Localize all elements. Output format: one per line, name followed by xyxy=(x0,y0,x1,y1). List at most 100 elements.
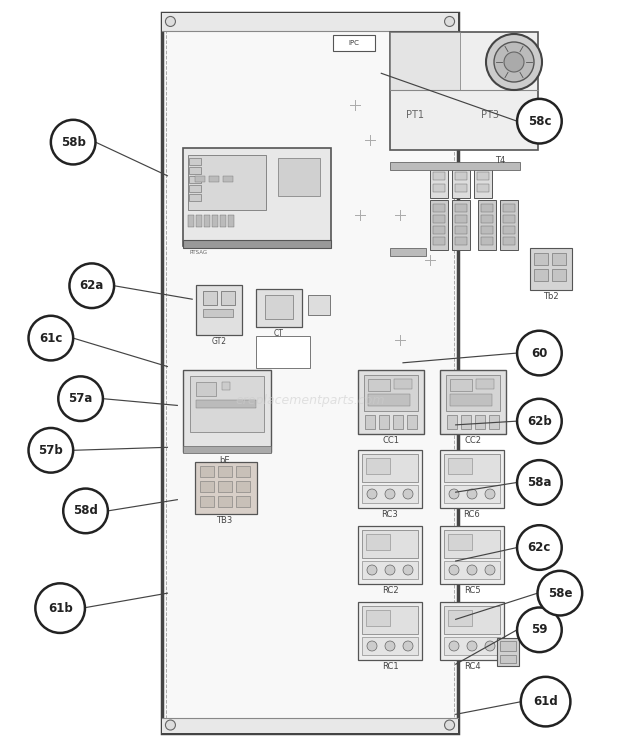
Bar xyxy=(474,168,492,198)
Bar xyxy=(444,637,500,655)
Bar xyxy=(393,415,403,429)
Bar xyxy=(256,336,310,368)
Bar xyxy=(209,176,219,182)
Text: Tb2: Tb2 xyxy=(543,292,559,301)
Bar xyxy=(183,446,271,453)
Bar xyxy=(223,176,233,182)
Bar xyxy=(189,185,201,192)
Text: 62a: 62a xyxy=(79,279,104,292)
Bar xyxy=(195,176,205,182)
Bar xyxy=(433,215,445,223)
Circle shape xyxy=(521,677,570,726)
Bar xyxy=(455,226,467,234)
Circle shape xyxy=(485,489,495,499)
Bar xyxy=(461,415,471,429)
Text: RC3: RC3 xyxy=(382,510,399,519)
Bar xyxy=(440,370,506,434)
Text: RC4: RC4 xyxy=(464,662,480,671)
Bar xyxy=(189,158,201,165)
Text: RTSAG: RTSAG xyxy=(189,250,207,255)
Text: GT2: GT2 xyxy=(211,337,226,346)
Circle shape xyxy=(166,16,175,26)
Bar xyxy=(200,466,214,477)
Circle shape xyxy=(166,720,175,730)
Bar xyxy=(430,200,448,250)
Bar xyxy=(200,496,214,507)
Bar xyxy=(481,204,493,212)
Bar xyxy=(433,172,445,180)
Bar xyxy=(390,248,426,256)
Bar xyxy=(390,32,538,150)
Bar xyxy=(444,485,500,503)
Bar xyxy=(368,394,410,406)
Text: 58b: 58b xyxy=(61,135,86,149)
Bar xyxy=(477,172,489,180)
Bar xyxy=(358,450,422,508)
Bar xyxy=(366,610,390,626)
Bar xyxy=(362,530,418,558)
Text: 60: 60 xyxy=(531,346,547,360)
Bar xyxy=(366,458,390,474)
Bar xyxy=(188,155,266,210)
Bar xyxy=(500,200,518,250)
Bar xyxy=(390,162,520,170)
Bar xyxy=(489,415,499,429)
Circle shape xyxy=(538,571,582,616)
Bar xyxy=(222,382,230,390)
Circle shape xyxy=(517,525,562,570)
Bar xyxy=(407,415,417,429)
Bar xyxy=(448,458,472,474)
Bar xyxy=(358,526,422,584)
Bar xyxy=(366,534,390,550)
Circle shape xyxy=(467,641,477,651)
Circle shape xyxy=(403,641,413,651)
Bar xyxy=(433,204,445,212)
Bar xyxy=(552,253,566,265)
Bar xyxy=(162,718,458,733)
Bar xyxy=(455,172,467,180)
Bar xyxy=(450,379,472,391)
Bar xyxy=(430,168,448,198)
Bar xyxy=(196,400,256,408)
Bar xyxy=(265,295,293,319)
Bar xyxy=(189,167,201,174)
Circle shape xyxy=(467,565,477,575)
Bar xyxy=(203,309,233,317)
Circle shape xyxy=(367,489,377,499)
Bar xyxy=(455,204,467,212)
Circle shape xyxy=(29,428,73,473)
Text: 61d: 61d xyxy=(533,695,558,708)
Bar xyxy=(446,375,500,411)
Text: 58d: 58d xyxy=(73,504,98,518)
Circle shape xyxy=(367,641,377,651)
Bar xyxy=(497,638,519,666)
Bar xyxy=(379,415,389,429)
Circle shape xyxy=(494,42,534,82)
Circle shape xyxy=(385,641,395,651)
Text: RC1: RC1 xyxy=(382,662,398,671)
Bar xyxy=(448,534,472,550)
Bar xyxy=(503,226,515,234)
Bar xyxy=(189,176,201,183)
Bar xyxy=(333,35,375,51)
Bar xyxy=(433,226,445,234)
Bar xyxy=(162,13,458,733)
Circle shape xyxy=(485,565,495,575)
Bar xyxy=(481,226,493,234)
Bar xyxy=(444,561,500,579)
Bar xyxy=(477,184,489,192)
Bar xyxy=(394,379,412,389)
Bar xyxy=(236,466,250,477)
Bar xyxy=(475,415,485,429)
Bar xyxy=(455,215,467,223)
Bar xyxy=(358,370,424,434)
Circle shape xyxy=(445,720,454,730)
Bar xyxy=(364,375,418,411)
Text: 57a: 57a xyxy=(68,392,93,405)
Circle shape xyxy=(517,99,562,144)
Text: 58a: 58a xyxy=(527,476,552,489)
Text: 62b: 62b xyxy=(527,414,552,428)
Bar xyxy=(534,253,548,265)
Bar xyxy=(450,394,492,406)
Circle shape xyxy=(467,489,477,499)
